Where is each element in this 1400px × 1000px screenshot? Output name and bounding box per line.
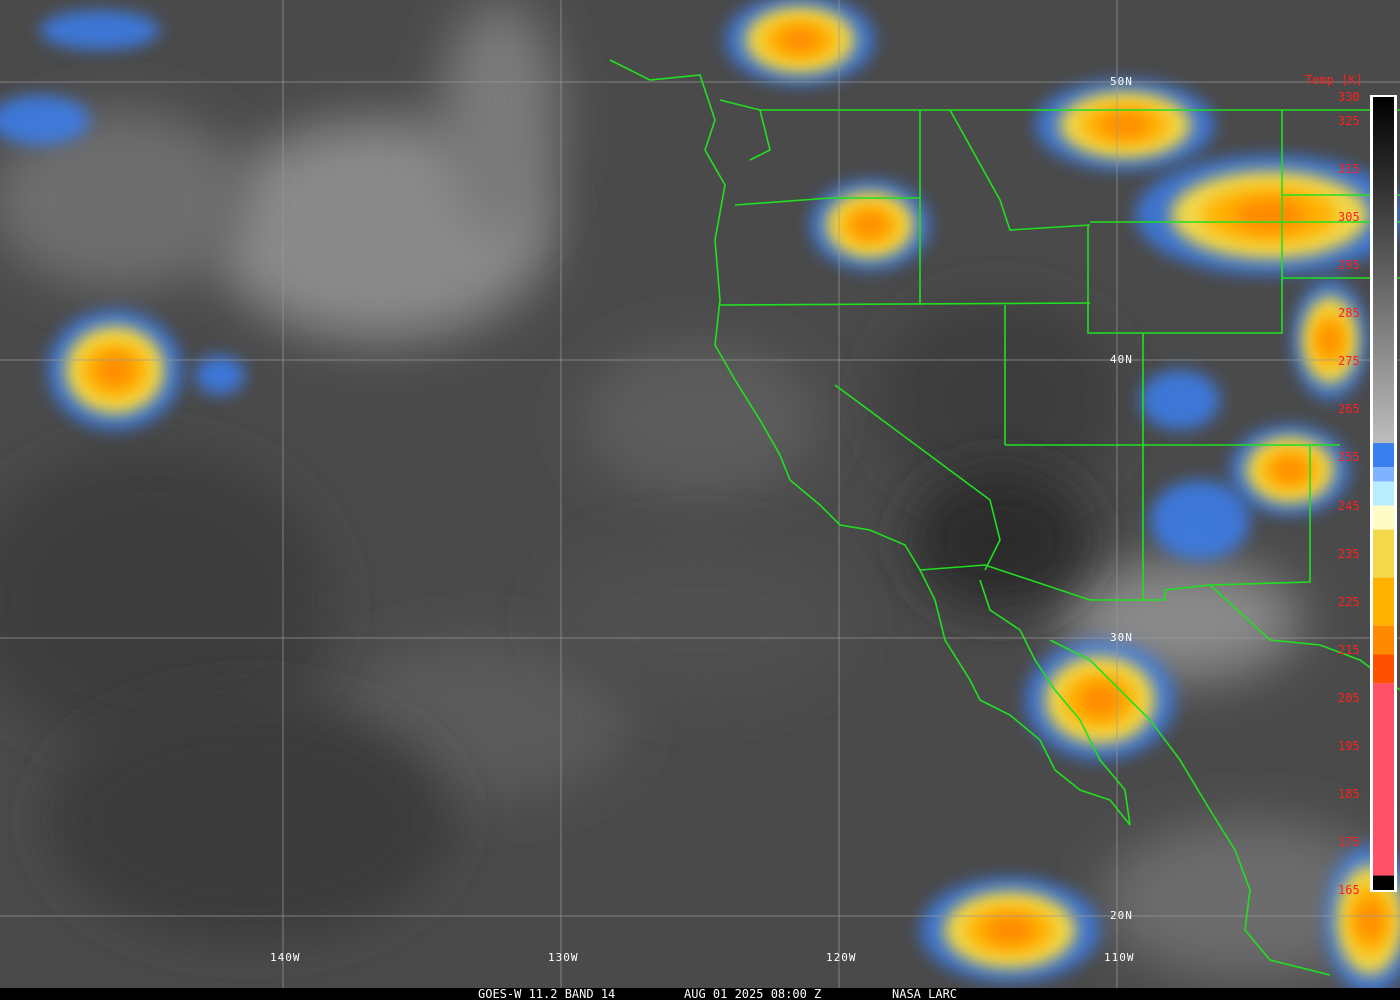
caption-bar: GOES-W 11.2 BAND 14 AUG 01 2025 08:00 Z NA… bbox=[0, 988, 1400, 1000]
cloud-core bbox=[1080, 684, 1120, 716]
colorbar-tick-label: 215 bbox=[1338, 642, 1360, 657]
colorbar-tick-label: 185 bbox=[1338, 786, 1360, 801]
caption-source: NASA LARC bbox=[892, 987, 958, 1000]
colorbar-segment bbox=[1373, 481, 1394, 506]
caption-band: GOES-W 11.2 BAND 14 bbox=[478, 987, 616, 1000]
lat-label-40n: 40N bbox=[1110, 353, 1133, 366]
colorbar-tick-label: 235 bbox=[1338, 546, 1360, 561]
cloud-gray bbox=[880, 300, 1120, 500]
colorbar-tick-label: 225 bbox=[1338, 594, 1360, 609]
cloud-core bbox=[1234, 199, 1306, 231]
cloud-gray bbox=[50, 700, 450, 940]
cloud-cold-rim bbox=[40, 10, 160, 50]
colorbar-segment bbox=[1373, 443, 1394, 468]
lat-label-50n: 50N bbox=[1110, 75, 1133, 88]
colorbar-tick-label: 205 bbox=[1338, 690, 1360, 705]
lon-label-110w: 110W bbox=[1104, 951, 1135, 964]
colorbar-segment bbox=[1373, 683, 1394, 876]
border-ca-nv bbox=[834, 384, 1001, 571]
border-us-mexico bbox=[919, 445, 1311, 601]
colorbar-segment bbox=[1373, 97, 1394, 444]
colorbar-tick-label: 315 bbox=[1338, 162, 1360, 177]
coastline-west bbox=[609, 59, 1131, 826]
colorbar-tick-label: 330 bbox=[1338, 90, 1360, 104]
lon-label-140w: 140W bbox=[270, 951, 301, 964]
cloud-gray bbox=[550, 540, 850, 700]
lat-label-30n: 30N bbox=[1110, 631, 1133, 644]
colorbar-tick-label: 195 bbox=[1338, 738, 1360, 753]
cloud-cold-rim bbox=[195, 355, 245, 395]
colorbar-segment bbox=[1373, 577, 1394, 626]
colorbar-tick-label: 255 bbox=[1338, 450, 1360, 465]
cloud-cold-rim bbox=[0, 95, 90, 145]
cloud-core bbox=[1274, 458, 1306, 482]
lon-label-120w: 120W bbox=[826, 951, 857, 964]
colorbar-tick-label: 295 bbox=[1338, 258, 1360, 273]
cloud-gray bbox=[580, 340, 820, 500]
cloud-cold-rim bbox=[1150, 480, 1250, 560]
colorbar-segment bbox=[1373, 505, 1394, 530]
colorbar-tick-label: 245 bbox=[1338, 498, 1360, 513]
coastline-baja-gulf bbox=[979, 579, 1131, 826]
cloud-gray bbox=[1100, 820, 1400, 980]
colorbar-segment bbox=[1373, 467, 1394, 482]
cloud-core bbox=[1358, 900, 1382, 940]
lat-label-20n: 20N bbox=[1110, 909, 1133, 922]
colorbar-tick-label: 265 bbox=[1338, 402, 1360, 417]
cloud-core bbox=[986, 916, 1034, 944]
cloud-gray bbox=[0, 110, 250, 290]
border-az-nm bbox=[1005, 333, 1340, 600]
border-id bbox=[919, 109, 1091, 305]
colorbar-tick-label: 275 bbox=[1338, 354, 1360, 369]
colorbar-tick-label: 175 bbox=[1338, 834, 1360, 849]
cloud-gray bbox=[0, 450, 330, 750]
cloud-cold-rim bbox=[1140, 370, 1220, 430]
colorbar-segment bbox=[1373, 654, 1394, 684]
colorbar-tick-label: 325 bbox=[1338, 114, 1360, 129]
border-ca-or-nv bbox=[719, 302, 1091, 306]
cloud-gray bbox=[440, 0, 560, 240]
colorbar-segment bbox=[1373, 625, 1394, 655]
colorbar-segment bbox=[1373, 529, 1394, 578]
colorbar-segment bbox=[1373, 875, 1394, 890]
colorbar-tick-label: 165 bbox=[1338, 883, 1360, 897]
cloud-core bbox=[780, 28, 820, 52]
colorbar-tick-label: 305 bbox=[1338, 210, 1360, 225]
cloud-core bbox=[854, 213, 886, 237]
coastline-mexico bbox=[1049, 639, 1331, 976]
coastline-puget bbox=[719, 99, 771, 161]
colorbar-title: Temp [K] bbox=[1305, 73, 1363, 87]
cloud-core bbox=[1101, 113, 1149, 137]
cloud-core bbox=[97, 354, 133, 386]
lon-label-130w: 130W bbox=[548, 951, 579, 964]
border-wa-or bbox=[734, 197, 920, 206]
caption-datetime: AUG 01 2025 08:00 Z bbox=[684, 987, 822, 1000]
colorbar-tick-label: 285 bbox=[1338, 306, 1360, 321]
cloud-core bbox=[1320, 324, 1340, 356]
